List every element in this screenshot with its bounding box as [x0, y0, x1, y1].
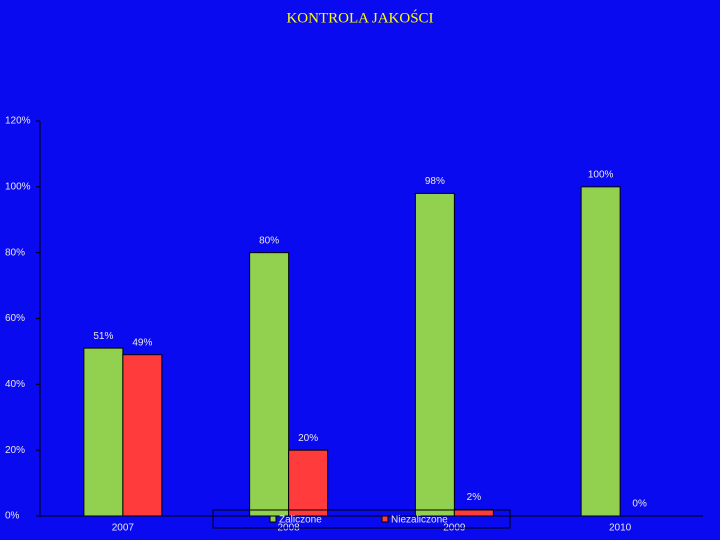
x-tick-label: 2010: [609, 523, 632, 534]
y-tick-label: 60%: [5, 313, 25, 324]
data-label: 51%: [93, 331, 113, 342]
legend-label: Zaliczone: [279, 515, 322, 526]
bar: [122, 354, 163, 517]
chart-title: KONTROLA JAKOŚCI: [286, 9, 433, 26]
legend-label: Niezaliczone: [391, 515, 448, 526]
bar: [288, 449, 329, 517]
y-tick-label: 120%: [5, 116, 31, 127]
bar: [414, 192, 455, 517]
data-label: 2%: [467, 492, 482, 503]
bar: [249, 252, 290, 517]
legend-swatch: [269, 515, 277, 523]
data-label: 0%: [632, 499, 647, 510]
bar: [453, 508, 494, 517]
data-label: 98%: [425, 176, 445, 187]
data-label: 49%: [132, 337, 152, 348]
data-label: 100%: [588, 169, 614, 180]
legend-box: [212, 509, 511, 529]
y-tick-label: 80%: [5, 247, 25, 258]
y-tick-label: 100%: [5, 181, 31, 192]
y-tick-label: 20%: [5, 445, 25, 456]
bar: [83, 347, 124, 517]
data-label: 20%: [298, 433, 318, 444]
x-tick-label: 2007: [112, 523, 135, 534]
legend-swatch: [381, 515, 389, 523]
y-tick-label: 0%: [5, 511, 20, 522]
bar: [580, 186, 621, 517]
data-label: 80%: [259, 235, 279, 246]
y-tick-label: 40%: [5, 379, 25, 390]
